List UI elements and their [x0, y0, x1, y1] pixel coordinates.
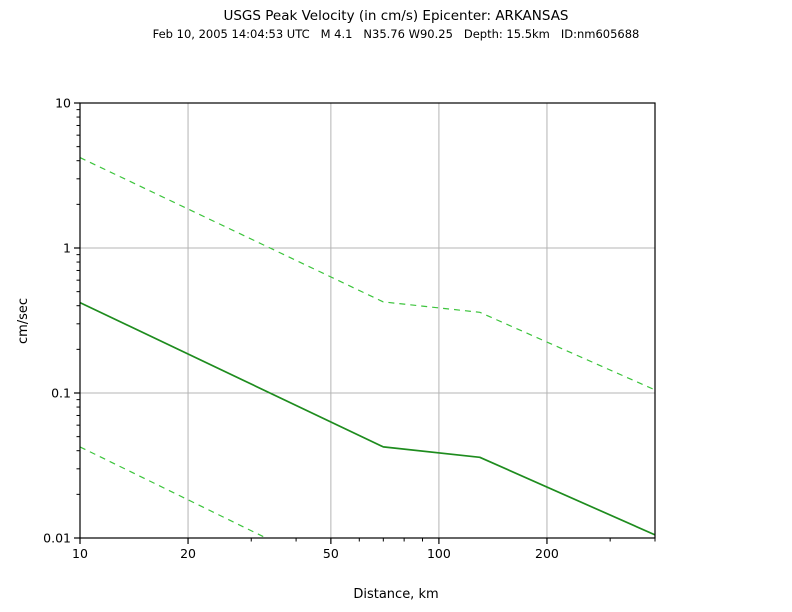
series-median-prediction: [79, 301, 656, 536]
y-tick-label: 0.01: [43, 531, 71, 546]
y-axis-label: cm/sec: [16, 298, 31, 344]
x-tick-label: 50: [323, 546, 339, 561]
series-upper-bound: [79, 157, 656, 391]
x-axis-label: Distance, km: [353, 587, 438, 602]
series-lower-bound: [79, 446, 267, 539]
x-tick-label: 20: [180, 546, 196, 561]
plot-frame: [79, 102, 656, 539]
y-tick-label: 10: [55, 96, 71, 111]
plot-area: 10 20 50 100 200 0.01 0.1 1 10: [43, 96, 656, 561]
chart-title: USGS Peak Velocity (in cm/s) Epicenter: …: [223, 8, 568, 24]
x-tick-label: 100: [427, 546, 451, 561]
y-tick-label: 0.1: [51, 386, 71, 401]
x-tick-label: 200: [535, 546, 559, 561]
y-tick-label: 1: [63, 241, 71, 256]
chart-subtitle: Feb 10, 2005 14:04:53 UTC M 4.1 N35.76 W…: [153, 27, 640, 41]
x-tick-label: 10: [72, 546, 88, 561]
